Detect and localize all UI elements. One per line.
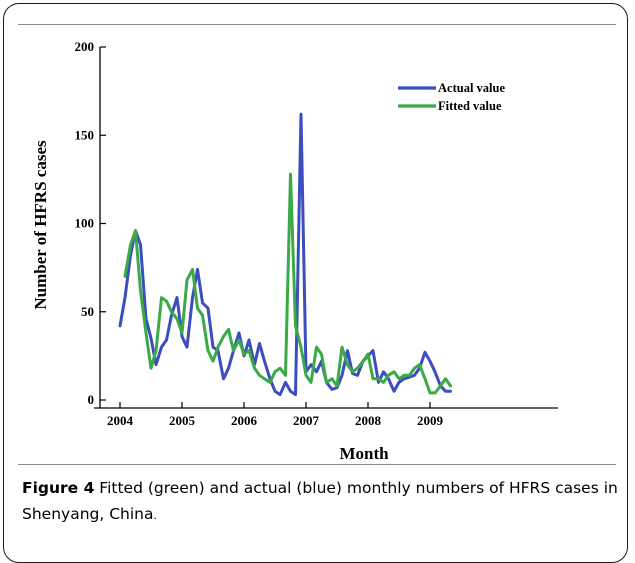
- x-tick-label: 2008: [355, 413, 382, 428]
- x-tick-label: 2009: [417, 413, 444, 428]
- x-axis-label: Month: [339, 444, 389, 463]
- caption-text: Fitted (green) and actual (blue) monthly…: [22, 479, 618, 523]
- line-chart: 0 50 100 150 200 2004 2005 2006 2007 2008 2009 Act…: [31, 39, 558, 463]
- legend-label-actual-value: Actual value: [438, 81, 505, 95]
- y-tick-label: 50: [81, 304, 94, 319]
- chart-series: [118, 112, 452, 397]
- y-tick-label: 100: [75, 216, 95, 231]
- caption-rule: [18, 464, 616, 465]
- y-tick-label: 200: [75, 39, 95, 54]
- chart-axes: 0 50 100 150 200 2004 2005 2006 2007 2008 2009: [75, 39, 558, 428]
- chart-legend: Actual value Fitted value: [398, 81, 505, 113]
- figure-caption: Figure 4 Fitted (green) and actual (blue…: [22, 475, 622, 529]
- x-tick-label: 2007: [293, 413, 320, 428]
- x-tick-label: 2004: [107, 413, 134, 428]
- x-tick-label: 2006: [231, 413, 258, 428]
- legend-label-fitted-value: Fitted value: [438, 99, 502, 113]
- series-line-fitted-value: [123, 172, 452, 395]
- x-tick-label: 2005: [169, 413, 196, 428]
- top-rule: [18, 24, 616, 25]
- caption-lead: Figure 4: [22, 479, 95, 497]
- y-axis-label: Number of HFRS cases: [31, 140, 50, 310]
- y-tick-label: 0: [88, 392, 95, 407]
- y-tick-label: 150: [75, 127, 95, 142]
- caption-period: .: [153, 509, 158, 522]
- series-line-actual-value: [118, 112, 452, 397]
